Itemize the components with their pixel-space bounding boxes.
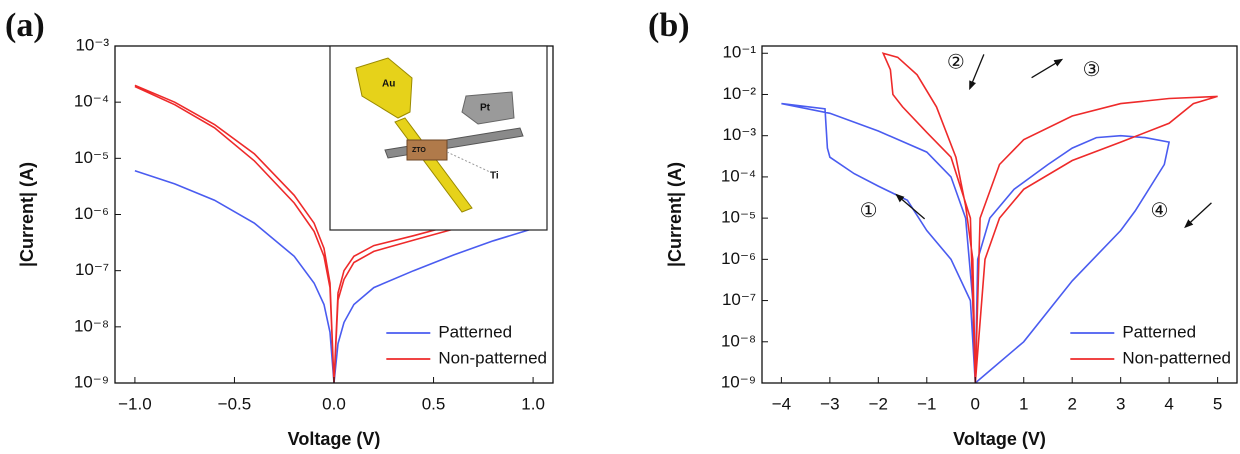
annotation: ③ (1083, 59, 1101, 81)
inset-label: Ti (490, 171, 499, 182)
legend-label: Non-patterned (1122, 348, 1231, 367)
y-tick-label: 10⁻⁹ (721, 372, 756, 391)
panel-label: (a) (5, 7, 45, 44)
y-tick-label: 10⁻⁷ (75, 260, 109, 279)
y-tick-label: 10⁻⁶ (74, 204, 109, 223)
plot-frame (761, 45, 1238, 384)
annotation-arrow (1184, 202, 1212, 229)
y-tick-label: 10⁻⁵ (74, 148, 109, 167)
x-tick-label: 1.0 (521, 394, 545, 413)
y-tick-label: 10⁻⁴ (74, 92, 109, 111)
y-tick-label: 10⁻⁶ (721, 249, 756, 268)
data-line (781, 102, 1171, 383)
x-tick-label: 3 (1116, 394, 1125, 413)
y-tick-label: 10⁻⁸ (74, 316, 109, 335)
zto-block (406, 139, 448, 161)
x-tick-label: −4 (772, 394, 791, 413)
x-tick-label: −3 (820, 394, 839, 413)
x-axis-title: Voltage (V) (288, 429, 381, 449)
y-tick-label: 10⁻⁵ (721, 208, 756, 227)
pt-pad (461, 91, 515, 125)
y-tick-label: 10⁻⁸ (721, 331, 756, 350)
inset-label: Au (382, 79, 395, 90)
x-tick-label: 0.0 (322, 394, 346, 413)
data-line (134, 170, 534, 383)
annotation-arrow (895, 193, 926, 220)
inset-label: ZTO (412, 147, 426, 154)
x-tick-label: −1.0 (118, 394, 152, 413)
legend-label: Patterned (1122, 322, 1196, 341)
x-tick-label: −0.5 (218, 394, 252, 413)
x-tick-label: −2 (869, 394, 888, 413)
y-tick-label: 10⁻⁹ (74, 372, 109, 391)
x-axis-title: Voltage (V) (953, 429, 1046, 449)
y-tick-label: 10⁻⁷ (722, 290, 756, 309)
x-tick-label: 1 (1019, 394, 1028, 413)
data-line (881, 52, 1218, 383)
legend-label: Patterned (438, 322, 512, 341)
annotation: ② (947, 52, 965, 74)
x-tick-label: 5 (1213, 394, 1222, 413)
annotation: ④ (1150, 200, 1168, 222)
inset-label: Pt (480, 103, 491, 114)
x-tick-label: 4 (1164, 394, 1173, 413)
y-axis-title: |Current| (A) (665, 162, 685, 267)
y-tick-label: 10⁻⁴ (721, 166, 756, 185)
au-pad (355, 57, 413, 119)
annotation-arrow (969, 54, 985, 91)
inset: Au Pt ZTO Ti (329, 45, 548, 231)
x-tick-label: 0 (971, 394, 980, 413)
panel-label: (b) (648, 7, 690, 44)
y-tick-label: 10⁻³ (722, 125, 756, 144)
y-tick-label: 10⁻² (722, 84, 756, 103)
annotation: ① (860, 200, 878, 222)
x-tick-label: 2 (1067, 394, 1076, 413)
y-axis-title: |Current| (A) (17, 162, 37, 267)
y-tick-label: 10⁻³ (75, 35, 109, 54)
legend-label: Non-patterned (438, 348, 547, 367)
x-tick-label: −1 (917, 394, 936, 413)
annotation-arrow (1031, 58, 1064, 79)
y-tick-label: 10⁻¹ (722, 43, 756, 62)
x-tick-label: 0.5 (422, 394, 446, 413)
